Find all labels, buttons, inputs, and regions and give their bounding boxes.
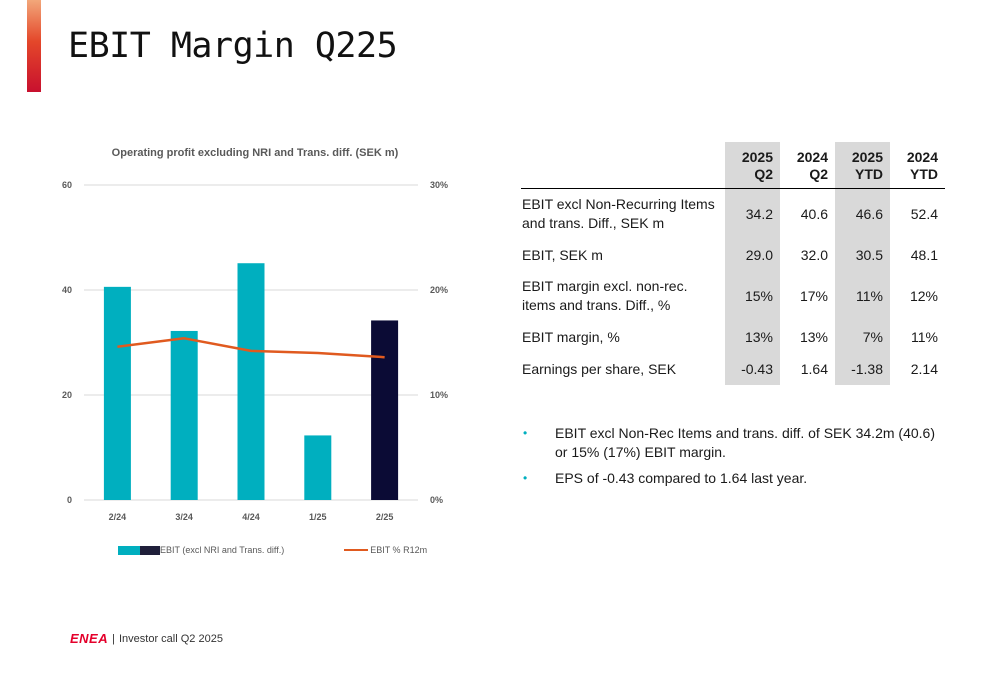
- header-year: 2024: [906, 149, 938, 165]
- y-right-tick-label: 0%: [430, 495, 443, 505]
- cell: 12%: [909, 288, 938, 304]
- x-tick-label: 4/24: [242, 512, 260, 522]
- bar: [170, 330, 198, 500]
- header-year: 2025: [741, 149, 773, 165]
- cell: 11%: [911, 329, 938, 345]
- cell: 29.0: [725, 239, 780, 271]
- bullet-icon: •: [523, 426, 528, 440]
- cell: 30.5: [835, 239, 890, 271]
- y-left-tick-label: 60: [62, 180, 72, 190]
- chart-title: Operating profit excluding NRI and Trans…: [111, 147, 399, 159]
- cell: 1.64: [800, 361, 828, 377]
- table-header-row: 2025 Q2 2024 Q2 2025 YTD 2024 YTD: [521, 142, 945, 189]
- cell: 46.6: [835, 188, 890, 239]
- y-left-tick-label: 0: [67, 495, 72, 505]
- bullet-item: • EBIT excl Non-Rec Items and trans. dif…: [522, 424, 947, 462]
- y-left-tick-label: 40: [62, 285, 72, 295]
- bar: [304, 435, 332, 500]
- table-row: EBIT margin excl. non-rec. items and tra…: [521, 271, 945, 321]
- legend-label-line: EBIT % R12m: [370, 545, 428, 555]
- footer: ENEA | Investor call Q2 2025: [70, 631, 223, 646]
- accent-bar: [27, 0, 41, 92]
- table-row: EBIT, SEK m 29.0 32.0 30.5 48.1: [521, 239, 945, 271]
- x-tick-label: 2/25: [376, 512, 394, 522]
- legend-item-bar: EBIT (excl NRI and Trans. diff.): [118, 545, 284, 555]
- header-year: 2025: [851, 149, 883, 165]
- legend-label-bar: EBIT (excl NRI and Trans. diff.): [160, 545, 285, 555]
- cell: 13%: [799, 329, 828, 345]
- row-label: Earnings per share, SEK: [522, 360, 677, 377]
- header-period: YTD: [855, 166, 883, 182]
- cell: 48.1: [910, 247, 938, 263]
- footer-text: Investor call Q2 2025: [118, 632, 223, 645]
- table-row: EBIT excl Non-Recurring Items and trans.…: [521, 188, 945, 239]
- y-left-tick-label: 20: [62, 390, 72, 400]
- bullet-icon: •: [523, 471, 528, 485]
- x-tick-label: 1/25: [309, 512, 327, 522]
- enea-logo: ENEA: [70, 631, 109, 646]
- y-right-tick-label: 20%: [430, 285, 448, 295]
- cell: 15%: [725, 271, 780, 321]
- x-tick-label: 2/24: [109, 512, 127, 522]
- table-header: 2025 YTD: [835, 142, 890, 189]
- cell: -0.43: [725, 353, 780, 385]
- table-row: EBIT margin, % 13% 13% 7% 11%: [521, 321, 945, 353]
- chart-plot: 0 20 40 60 0% 10% 20% 30% 2/24 3/24 4/24 1/25 2/25: [62, 180, 448, 522]
- legend-swatch-line: [344, 549, 369, 551]
- bullet-item: • EPS of -0.43 compared to 1.64 last yea…: [522, 469, 947, 488]
- table-header: 2024 YTD: [890, 142, 945, 189]
- bar: [371, 320, 399, 500]
- page-title: EBIT Margin Q225: [68, 26, 398, 66]
- cell: 7%: [835, 321, 890, 353]
- y-right-tick-label: 30%: [430, 180, 448, 190]
- cell: 13%: [725, 321, 780, 353]
- bullet-list: • EBIT excl Non-Rec Items and trans. dif…: [522, 424, 947, 495]
- cell: 32.0: [800, 247, 828, 263]
- kpi-table: 2025 Q2 2024 Q2 2025 YTD 2024 YTD EBIT excl …: [521, 142, 945, 385]
- table-header: 2024 Q2: [780, 142, 835, 189]
- y-right-tick-label: 10%: [430, 390, 448, 400]
- bar: [237, 263, 265, 500]
- cell: 2.14: [910, 361, 938, 377]
- legend-item-line: EBIT % R12m: [344, 545, 427, 555]
- row-label: EBIT margin excl. non-rec. items and tra…: [522, 278, 688, 313]
- bullet-text: EBIT excl Non-Rec Items and trans. diff.…: [555, 425, 935, 460]
- cell: 34.2: [725, 188, 780, 239]
- header-period: Q2: [809, 166, 828, 182]
- legend-swatch-navy: [140, 545, 160, 555]
- header-period: YTD: [910, 166, 938, 182]
- chart: Operating profit excluding NRI and Trans…: [40, 135, 470, 575]
- legend-swatch-teal: [118, 545, 140, 555]
- row-label: EBIT, SEK m: [522, 246, 603, 263]
- cell: -1.38: [835, 353, 890, 385]
- row-label: EBIT margin, %: [522, 328, 620, 345]
- row-label: EBIT excl Non-Recurring Items and trans.…: [522, 196, 715, 231]
- cell: 40.6: [800, 206, 828, 222]
- cell: 17%: [799, 288, 828, 304]
- bullet-text: EPS of -0.43 compared to 1.64 last year.: [555, 470, 808, 486]
- cell: 11%: [835, 271, 890, 321]
- header-period: Q2: [754, 166, 773, 182]
- footer-separator: |: [112, 632, 115, 645]
- bar: [103, 286, 131, 500]
- cell: 52.4: [910, 206, 938, 222]
- x-tick-label: 3/24: [175, 512, 193, 522]
- table-header: 2025 Q2: [725, 142, 780, 189]
- table-header-label: [521, 142, 725, 189]
- table-row: Earnings per share, SEK -0.43 1.64 -1.38…: [521, 353, 945, 385]
- header-year: 2024: [796, 149, 828, 165]
- chart-legend: EBIT (excl NRI and Trans. diff.) EBIT % …: [118, 545, 427, 555]
